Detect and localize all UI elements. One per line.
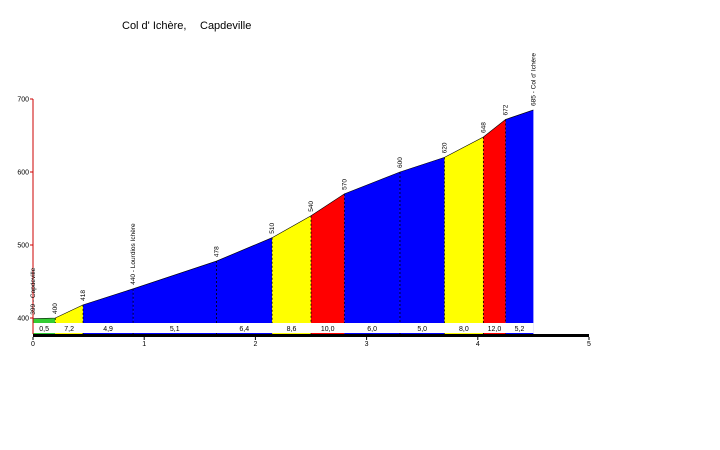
grade-label-2: 4,9	[103, 326, 113, 333]
x-tick-label-5: 5	[587, 341, 591, 348]
y-tick-label-1: 500	[17, 243, 29, 250]
profile-line	[32, 109, 534, 320]
point-label-3: 440 - Lourdios Ichère	[130, 223, 137, 285]
point-label-9: 620	[441, 142, 448, 153]
point-label-7: 570	[341, 179, 348, 190]
grade-label-strip	[33, 323, 534, 333]
grade-label-7: 6,0	[367, 326, 377, 333]
grade-label-5: 8,6	[287, 326, 297, 333]
grade-label-9: 8,0	[459, 326, 469, 333]
point-label-2: 418	[80, 290, 87, 301]
grade-label-0: 0,5	[39, 326, 49, 333]
grade-label-10: 12,0	[488, 326, 502, 333]
segment-area-5	[272, 215, 311, 334]
x-axis-bar-seg-2	[266, 335, 306, 336]
x-tick-label-1: 1	[142, 341, 146, 348]
grade-label-4: 6,4	[239, 326, 249, 333]
point-label-5: 510	[269, 222, 276, 233]
point-label-6: 540	[308, 201, 315, 212]
point-label-1: 400	[52, 303, 59, 314]
point-label-11: 672	[503, 104, 510, 115]
x-tick-label-2: 2	[253, 341, 257, 348]
point-label-10: 648	[480, 122, 487, 133]
point-label-0: 399 - Capdeville	[30, 267, 37, 314]
grade-label-8: 5,0	[417, 326, 427, 333]
point-label-4: 478	[213, 246, 220, 257]
y-tick-label-2: 600	[17, 170, 29, 177]
x-axis-bar-seg-0	[44, 335, 84, 336]
x-tick-label-4: 4	[476, 341, 480, 348]
segment-area-2	[83, 288, 134, 334]
segment-area-3	[133, 261, 217, 334]
point-label-12: 685 - Col d' Ichère	[530, 53, 537, 106]
chart-subtitle: Capdeville	[200, 20, 252, 32]
segment-area-11	[505, 109, 534, 334]
segment-area-6	[311, 193, 345, 334]
grade-label-3: 5,1	[170, 326, 180, 333]
chart-title: Col d' Ichère,	[122, 20, 187, 32]
x-tick-label-0: 0	[31, 341, 35, 348]
x-axis-bar-seg-3	[377, 335, 417, 336]
grade-label-6: 10,0	[321, 326, 335, 333]
grade-label-11: 5,2	[515, 326, 525, 333]
x-axis-bar-seg-1	[155, 335, 195, 336]
segment-area-8	[399, 157, 445, 334]
segment-area-10	[483, 119, 506, 334]
segment-area-9	[444, 136, 484, 334]
point-label-8: 600	[397, 157, 404, 168]
grade-label-1: 7,2	[64, 326, 74, 333]
segment-area-4	[216, 237, 273, 334]
y-tick-label-3: 700	[17, 97, 29, 104]
segment-area-7	[344, 172, 400, 334]
x-axis-bar-seg-4	[488, 335, 528, 336]
x-tick-label-3: 3	[365, 341, 369, 348]
y-tick-label-0: 400	[17, 316, 29, 323]
x-axis-bar	[33, 334, 589, 337]
